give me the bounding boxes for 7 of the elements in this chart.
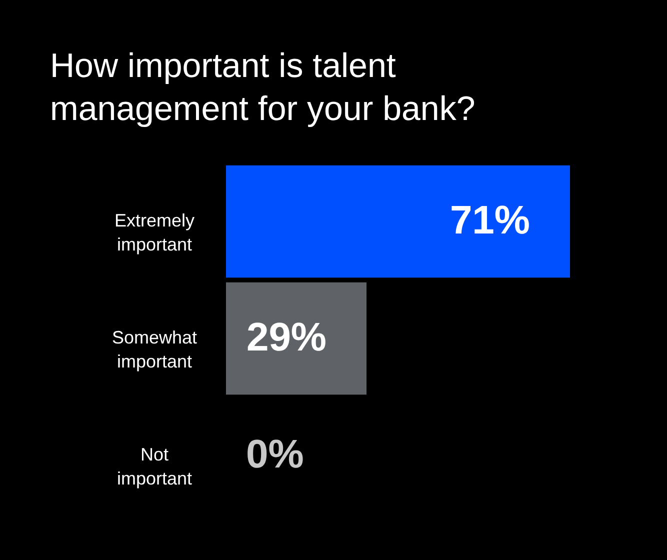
data-label: 71% <box>450 198 530 242</box>
data-label: 29% <box>246 316 327 360</box>
y-tick-label: Extremely important <box>114 210 195 254</box>
chart-title: How important is talent management for your bank? <box>50 47 476 128</box>
y-tick-label: Not important <box>116 444 192 488</box>
y-tick-label: Somewhat important <box>112 328 198 372</box>
data-label: 0% <box>246 432 304 476</box>
